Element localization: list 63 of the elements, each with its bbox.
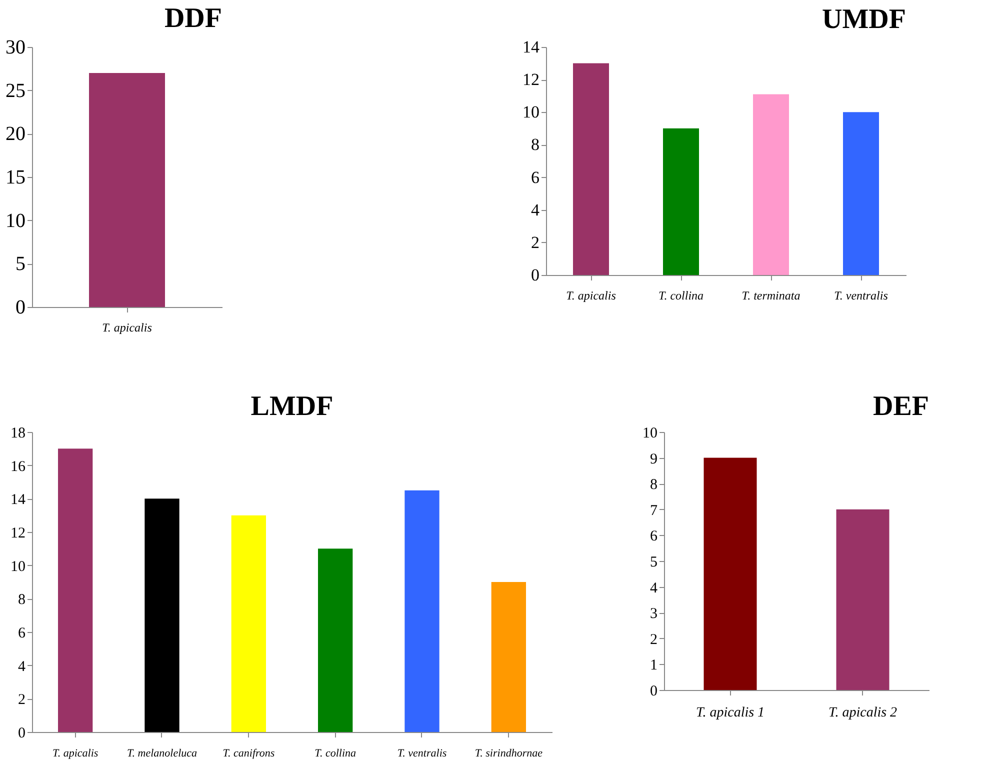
x-tick-label: T. apicalis [102,320,152,334]
y-tick-label: 2 [18,692,26,708]
x-tick-label: T. collina [658,288,704,302]
y-tick-label: 6 [18,626,26,642]
bar [318,548,353,732]
y-tick-label: 1 [650,658,658,674]
y-tick-label: 0 [18,726,26,742]
y-tick-label: 0 [16,296,26,318]
y-tick-label: 10 [10,558,26,575]
y-tick-label: 2 [531,232,540,252]
bar [231,515,266,732]
y-tick-label: 10 [522,102,540,122]
y-tick-label: 9 [650,451,658,468]
y-tick-label: 18 [10,426,26,442]
y-tick-label: 4 [18,658,26,675]
chart-title: DDF [164,3,222,34]
x-tick-label: T. ventralis [834,288,888,302]
y-tick-label: 5 [650,554,658,570]
y-tick-label: 25 [6,80,26,102]
x-tick-label: T. canifrons [222,748,275,760]
y-tick-label: 12 [522,70,540,90]
x-tick-label: T. apicalis [566,288,616,302]
x-tick-label: T. ventralis [397,748,447,760]
x-tick-label: T. apicalis 2 [828,706,898,720]
bar [663,128,699,275]
chart-title: UMDF [822,4,906,35]
x-tick-label: T. melanoleluca [126,748,198,760]
x-tick-label: T. collina [314,748,357,760]
y-tick-label: 30 [6,36,26,58]
y-tick-label: 20 [6,123,26,146]
y-tick-label: 12 [10,526,26,542]
chart-title: DEF [873,391,929,422]
bar [491,582,526,732]
y-tick-label: 2 [650,632,658,648]
bar [144,498,180,732]
y-tick-label: 14 [10,492,26,508]
x-tick-label: T. sirindhornae [474,748,543,760]
y-tick-label: 5 [16,253,26,276]
y-tick-label: 8 [650,477,658,494]
y-tick-label: 4 [650,580,658,596]
y-tick-label: 4 [531,200,540,220]
y-tick-label: 0 [531,266,540,284]
y-tick-label: 6 [650,528,658,545]
bar [58,448,93,732]
y-tick-label: 16 [10,458,26,475]
x-tick-label: T. apicalis 1 [696,706,765,720]
y-tick-label: 3 [650,606,658,622]
x-tick-label: T. apicalis [52,748,98,760]
y-tick-label: 8 [531,135,540,154]
y-tick-label: 7 [650,502,658,519]
y-tick-label: 8 [18,592,26,608]
y-tick-label: 10 [642,426,658,442]
y-tick-label: 14 [522,38,540,56]
y-tick-label: 0 [650,684,658,700]
bar [573,63,609,275]
y-tick-label: 15 [6,166,26,188]
x-tick-label: T. terminata [742,288,800,302]
bar [753,94,789,275]
y-tick-label: 10 [6,210,26,232]
bar [843,112,879,275]
y-tick-label: 6 [531,168,540,187]
bar [404,490,440,732]
chart-title: LMDF [250,391,334,422]
